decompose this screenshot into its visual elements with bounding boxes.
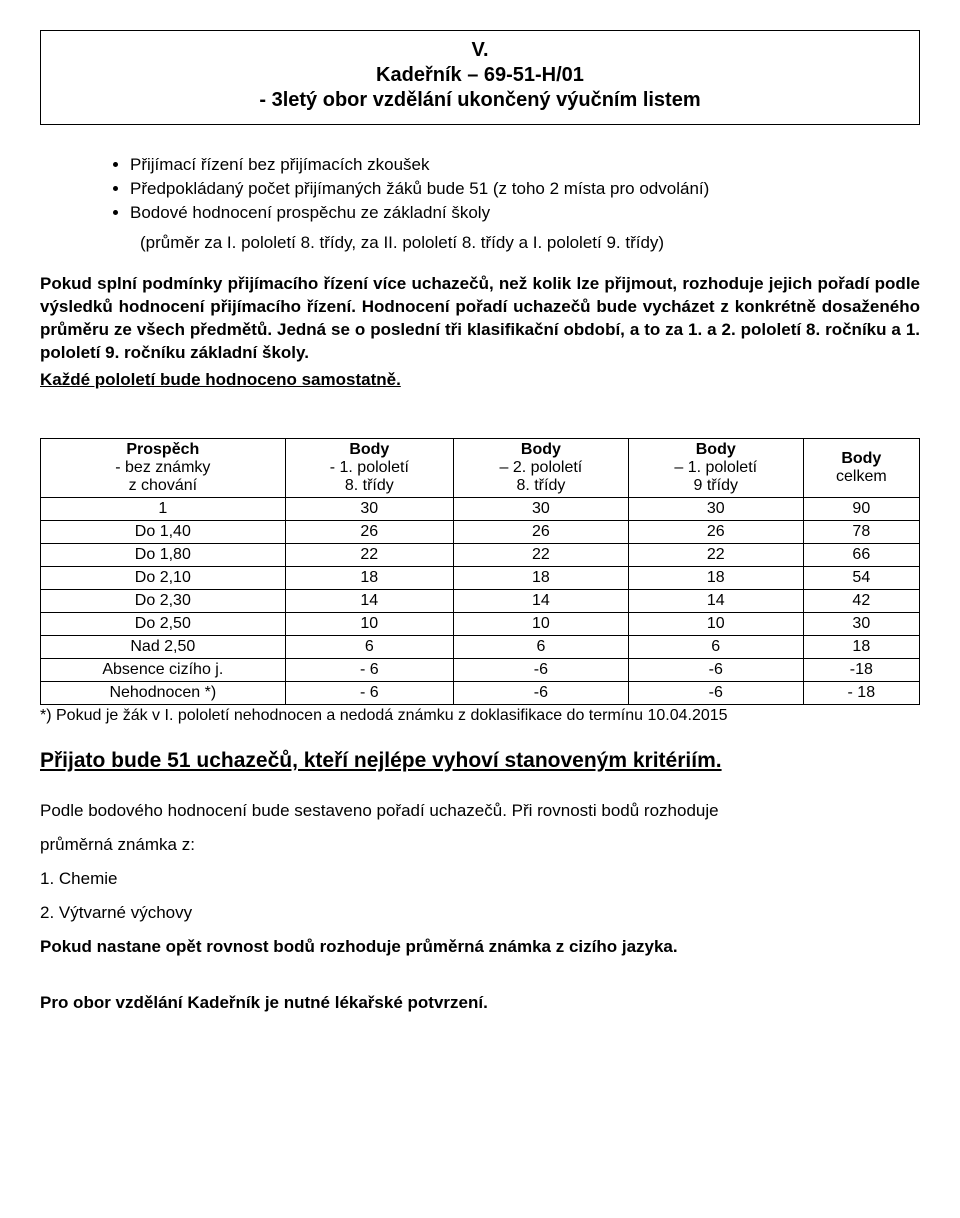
header-line-2: Kadeřník – 69-51-H/01 — [51, 64, 909, 87]
table-cell: Do 2,50 — [41, 612, 286, 635]
th-sub: z chování — [47, 477, 279, 495]
table-cell: 42 — [803, 589, 919, 612]
table-cell: 10 — [285, 612, 453, 635]
table-cell: 66 — [803, 543, 919, 566]
table-cell: 54 — [803, 566, 919, 589]
table-cell: -6 — [453, 658, 628, 681]
th-label: Body — [460, 441, 622, 459]
table-cell: 22 — [453, 543, 628, 566]
table-cell: 22 — [628, 543, 803, 566]
th-label: Prospěch — [47, 441, 279, 459]
table-cell: -6 — [628, 658, 803, 681]
avg-label: průměrná známka z: — [40, 835, 920, 855]
table-row: Do 2,3014141442 — [41, 589, 920, 612]
table-row: Do 2,5010101030 — [41, 612, 920, 635]
table-cell: Nehodnocen *) — [41, 681, 286, 704]
item-2: 2. Výtvarné výchovy — [40, 903, 920, 923]
th-label: Body — [810, 450, 913, 468]
table-row: Do 1,4026262678 — [41, 520, 920, 543]
table-header-row: Prospěch - bez známky z chování Body - 1… — [41, 438, 920, 497]
accepted-line: Přijato bude 51 uchazečů, kteří nejlépe … — [40, 749, 920, 773]
th-sub: 8. třídy — [292, 477, 447, 495]
table-footnote: *) Pokud je žák v I. pololetí nehodnocen… — [40, 707, 920, 725]
table-cell: 10 — [628, 612, 803, 635]
table-cell: 6 — [628, 635, 803, 658]
para-bold-underline: Každé pololetí bude hodnoceno samostatně… — [40, 370, 401, 389]
th-label: Body — [292, 441, 447, 459]
table-cell: 30 — [453, 497, 628, 520]
th-total: Body celkem — [803, 438, 919, 497]
table-cell: 30 — [628, 497, 803, 520]
table-cell: Do 2,30 — [41, 589, 286, 612]
table-cell: 90 — [803, 497, 919, 520]
table-row: Nehodnocen *)- 6-6-6- 18 — [41, 681, 920, 704]
table-cell: 1 — [41, 497, 286, 520]
paragraph-each-term: Každé pololetí bude hodnoceno samostatně… — [40, 369, 920, 392]
bullet-list: Přijímací řízení bez přijímacích zkoušek… — [40, 155, 920, 223]
table-cell: Do 1,40 — [41, 520, 286, 543]
item-1: 1. Chemie — [40, 869, 920, 889]
table-cell: 18 — [453, 566, 628, 589]
th-sub: – 1. pololetí — [635, 459, 797, 477]
table-cell: -18 — [803, 658, 919, 681]
th-label: Body — [635, 441, 797, 459]
final-line: Pro obor vzdělání Kadeřník je nutné léka… — [40, 993, 920, 1013]
table-cell: 30 — [285, 497, 453, 520]
table-cell: - 6 — [285, 681, 453, 704]
table-row: Absence cizího j.- 6-6-6-18 — [41, 658, 920, 681]
table-cell: 22 — [285, 543, 453, 566]
table-cell: 26 — [285, 520, 453, 543]
average-note: (průměr za I. pololetí 8. třídy, za II. … — [40, 233, 920, 253]
table-cell: 30 — [803, 612, 919, 635]
table-cell: -6 — [628, 681, 803, 704]
th-sub: - 1. pololetí — [292, 459, 447, 477]
th-sub: celkem — [810, 468, 913, 486]
table-row: Nad 2,5066618 — [41, 635, 920, 658]
th-sub: – 2. pololetí — [460, 459, 622, 477]
table-cell: Nad 2,50 — [41, 635, 286, 658]
table-cell: -6 — [453, 681, 628, 704]
table-cell: 10 — [453, 612, 628, 635]
table-row: Do 2,1018181854 — [41, 566, 920, 589]
bullet-item: Bodové hodnocení prospěchu ze základní š… — [130, 203, 920, 223]
table-cell: 6 — [285, 635, 453, 658]
bullet-item: Přijímací řízení bez přijímacích zkoušek — [130, 155, 920, 175]
table-cell: 18 — [803, 635, 919, 658]
th-prospech: Prospěch - bez známky z chování — [41, 438, 286, 497]
paragraph-criteria: Pokud splní podmínky přijímacího řízení … — [40, 273, 920, 365]
table-cell: 14 — [285, 589, 453, 612]
table-cell: Do 2,10 — [41, 566, 286, 589]
table-body: 130303090Do 1,4026262678Do 1,8022222266D… — [41, 497, 920, 704]
th-body3: Body – 1. pololetí 9 třídy — [628, 438, 803, 497]
th-body1: Body - 1. pololetí 8. třídy — [285, 438, 453, 497]
table-cell: Do 1,80 — [41, 543, 286, 566]
table-cell: 26 — [628, 520, 803, 543]
table-cell: 14 — [628, 589, 803, 612]
th-sub: 9 třídy — [635, 477, 797, 495]
header-line-1: V. — [51, 39, 909, 62]
table-cell: - 18 — [803, 681, 919, 704]
table-cell: - 6 — [285, 658, 453, 681]
table-row: 130303090 — [41, 497, 920, 520]
grades-table: Prospěch - bez známky z chování Body - 1… — [40, 438, 920, 705]
header-box: V. Kadeřník – 69-51-H/01 - 3letý obor vz… — [40, 30, 920, 125]
th-sub: 8. třídy — [460, 477, 622, 495]
para-bold-a: Pokud splní podmínky přijímacího řízení … — [40, 274, 920, 362]
table-cell: 26 — [453, 520, 628, 543]
table-cell: 78 — [803, 520, 919, 543]
table-cell: Absence cizího j. — [41, 658, 286, 681]
table-cell: 18 — [285, 566, 453, 589]
th-body2: Body – 2. pololetí 8. třídy — [453, 438, 628, 497]
header-line-3: - 3letý obor vzdělání ukončený výučním l… — [51, 89, 909, 112]
th-sub: - bez známky — [47, 459, 279, 477]
order-line: Podle bodového hodnocení bude sestaveno … — [40, 801, 920, 821]
table-cell: 18 — [628, 566, 803, 589]
table-row: Do 1,8022222266 — [41, 543, 920, 566]
table-cell: 14 — [453, 589, 628, 612]
table-cell: 6 — [453, 635, 628, 658]
bullet-item: Předpokládaný počet přijímaných žáků bud… — [130, 179, 920, 199]
tiebreak-line: Pokud nastane opět rovnost bodů rozhoduj… — [40, 937, 920, 957]
